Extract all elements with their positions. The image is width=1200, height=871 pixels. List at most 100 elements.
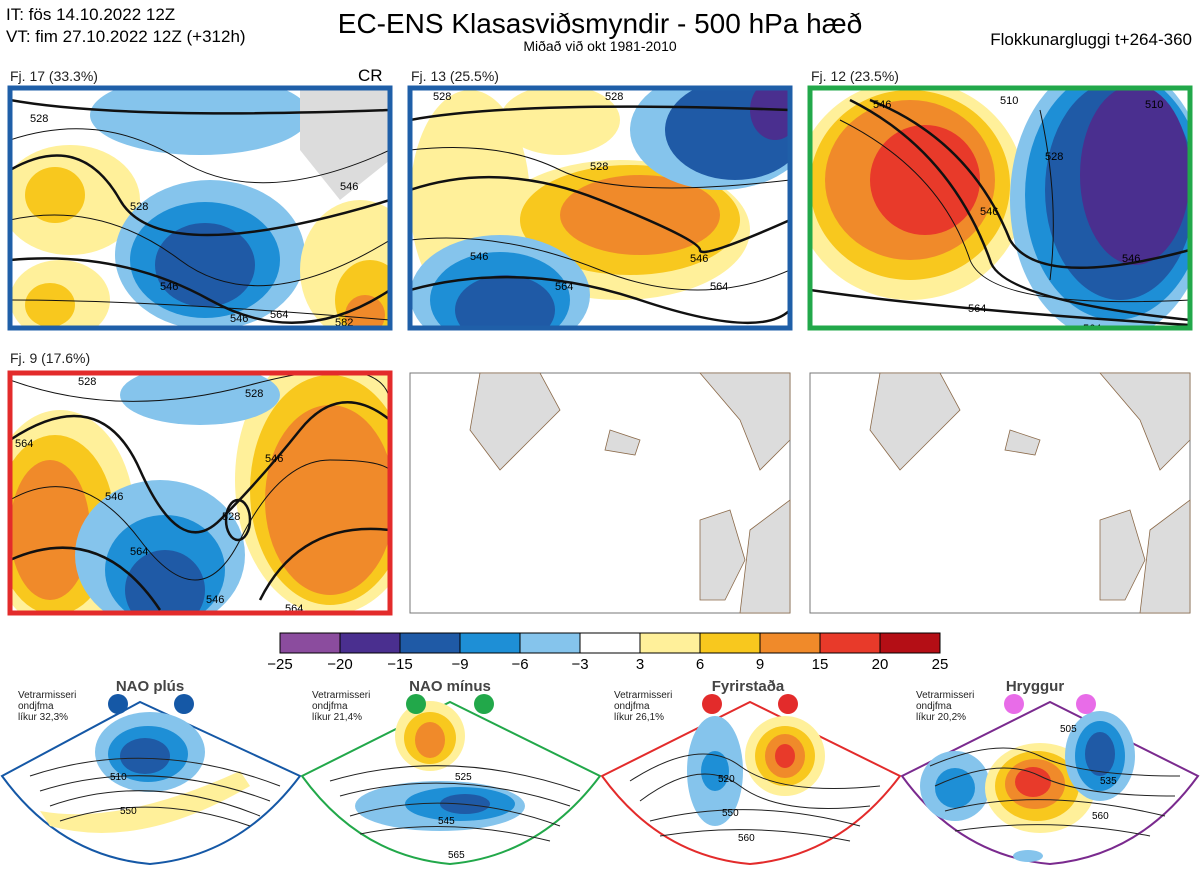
empty-map-5 bbox=[409, 372, 791, 614]
cluster-label-3: Fj. 12 (23.5%) bbox=[811, 68, 899, 84]
regime-info: Vetrarmisseri bbox=[18, 690, 76, 701]
frame-panel-3 bbox=[807, 85, 1193, 331]
p1-contour-label: 564 bbox=[270, 309, 288, 321]
regime-info: líkur 20,2% bbox=[916, 712, 966, 723]
map-panel-2: 528 528 528 546 546 564 564 bbox=[410, 88, 790, 328]
colorbar-cell bbox=[879, 632, 941, 654]
p2-contour-label: 564 bbox=[555, 281, 573, 293]
map-panel-4: 528 528 546 546 564 564 564 528 546 bbox=[10, 373, 390, 615]
cluster-window: Flokkunargluggi t+264-360 bbox=[990, 30, 1192, 49]
p4-contour-label: 528 bbox=[245, 388, 263, 400]
regime-contour-label: 565 bbox=[448, 850, 465, 861]
colorbar-tick-label: −9 bbox=[451, 656, 468, 673]
p4-contour-label: 564 bbox=[130, 546, 148, 558]
regime-info: Vetrarmisseri bbox=[916, 690, 974, 701]
p4-contour-label: 528 bbox=[222, 511, 240, 523]
regime-info: líkur 21,4% bbox=[312, 712, 362, 723]
cluster-label-1: Fj. 17 (33.3%) bbox=[10, 68, 98, 84]
regime-nao-plus: NAO plús Vetrarmisseri ondjfma líkur 32,… bbox=[0, 678, 302, 866]
frame-panel-2 bbox=[407, 85, 793, 331]
colorbar-cell bbox=[339, 632, 401, 654]
cluster-maps: 528 528 546 546 546 564 582 528 528 528 … bbox=[7, 85, 1193, 616]
regime-info: líkur 26,1% bbox=[614, 712, 664, 723]
colorbar-tick-label: −20 bbox=[327, 656, 352, 673]
cluster-tag-1: CR bbox=[358, 66, 383, 85]
p2-contour-label: 564 bbox=[710, 281, 728, 293]
cluster-label-4: Fj. 9 (17.6%) bbox=[10, 350, 91, 366]
colorbar-cell bbox=[639, 632, 701, 654]
regime-contour-label: 520 bbox=[718, 774, 735, 785]
regime-info: ondjfma bbox=[18, 701, 54, 712]
colorbar-tick-label: −15 bbox=[387, 656, 412, 673]
regime-contour-label: 525 bbox=[455, 772, 472, 783]
p3-contour-label: 528 bbox=[1045, 151, 1063, 163]
map-panel-3: 546 528 546 546 564 564 510 510 bbox=[810, 88, 1190, 328]
empty-map-6 bbox=[809, 372, 1191, 614]
frame-panel-1 bbox=[7, 85, 393, 331]
colorbar-tick-label: −6 bbox=[511, 656, 528, 673]
p4-contour-label: 564 bbox=[285, 603, 303, 615]
p1-contour-label: 546 bbox=[160, 281, 178, 293]
p4-contour-label: 528 bbox=[78, 376, 96, 388]
colorbar-cell bbox=[759, 632, 821, 654]
colorbar: −25 −20 −15 −9 −6 −3 3 6 9 15 20 25 bbox=[267, 632, 949, 673]
colorbar-tick-label: 3 bbox=[636, 656, 644, 673]
p2-contour-label: 546 bbox=[690, 253, 708, 265]
regime-nao-minus: NAO mínus Vetrarmisseri ondjfma líkur 21… bbox=[300, 678, 602, 866]
regime-contour-label: 535 bbox=[1100, 776, 1117, 787]
p3-contour-label: 546 bbox=[1122, 253, 1140, 265]
regime-info: ondjfma bbox=[614, 701, 650, 712]
regime-info: Vetrarmisseri bbox=[614, 690, 672, 701]
p3-contour-label: 564 bbox=[968, 303, 986, 315]
p3-contour-label: 546 bbox=[980, 206, 998, 218]
regime-panels: NAO plús Vetrarmisseri ondjfma líkur 32,… bbox=[0, 678, 1200, 866]
regime-contour-label: 550 bbox=[722, 808, 739, 819]
colorbar-tick-label: 20 bbox=[872, 656, 889, 673]
map-panel-1: 528 528 546 546 546 564 582 bbox=[10, 88, 390, 328]
p2-contour-label: 546 bbox=[470, 251, 488, 263]
valid-time: VT: fim 27.10.2022 12Z (+312h) bbox=[6, 27, 246, 46]
colorbar-tick-label: 6 bbox=[696, 656, 704, 673]
p4-contour-label: 564 bbox=[15, 438, 33, 450]
colorbar-cell bbox=[459, 632, 521, 654]
regime-contour-label: 560 bbox=[1092, 811, 1109, 822]
p1-contour-label: 528 bbox=[130, 201, 148, 213]
header-info: IT: fös 14.10.2022 12Z VT: fim 27.10.202… bbox=[6, 4, 246, 48]
colorbar-tick-label: 15 bbox=[812, 656, 829, 673]
p4-contour-label: 546 bbox=[206, 594, 224, 606]
p1-contour-label: 546 bbox=[340, 181, 358, 193]
colorbar-cell bbox=[699, 632, 761, 654]
colorbar-cell bbox=[519, 632, 581, 654]
frame-panel-4 bbox=[7, 370, 393, 616]
colorbar-tick-label: 9 bbox=[756, 656, 764, 673]
initial-time: IT: fös 14.10.2022 12Z bbox=[6, 5, 176, 24]
regime-title-4: Hryggur bbox=[1006, 678, 1065, 695]
colorbar-cell bbox=[279, 632, 341, 654]
regime-contour-label: 505 bbox=[1060, 724, 1077, 735]
regime-contour-label: 560 bbox=[738, 833, 755, 844]
regime-info: líkur 32,3% bbox=[18, 712, 68, 723]
colorbar-cell bbox=[399, 632, 461, 654]
p4-contour-label: 546 bbox=[265, 453, 283, 465]
regime-title-3: Fyrirstaða bbox=[712, 678, 785, 695]
regime-info: ondjfma bbox=[312, 701, 348, 712]
p4-contour-label: 546 bbox=[105, 491, 123, 503]
colorbar-tick-label: −3 bbox=[571, 656, 588, 673]
regime-contour-label: 545 bbox=[438, 816, 455, 827]
p1-contour-label: 528 bbox=[30, 113, 48, 125]
regime-info: ondjfma bbox=[916, 701, 952, 712]
p2-contour-label: 528 bbox=[433, 91, 451, 103]
regime-info: Vetrarmisseri bbox=[312, 690, 370, 701]
p1-contour-label: 546 bbox=[230, 313, 248, 325]
cluster-label-2: Fj. 13 (25.5%) bbox=[411, 68, 499, 84]
page-title: EC-ENS Klasasviðsmyndir - 500 hPa hæð bbox=[337, 8, 863, 39]
p3-contour-label: 510 bbox=[1145, 99, 1163, 111]
colorbar-cell bbox=[579, 632, 641, 654]
regime-blocking: Fyrirstaða Vetrarmisseri ondjfma líkur 2… bbox=[600, 678, 902, 866]
p3-contour-label: 546 bbox=[873, 99, 891, 111]
regime-title-2: NAO mínus bbox=[409, 678, 491, 695]
p3-contour-label: 510 bbox=[1000, 95, 1018, 107]
regime-ridge: Hryggur Vetrarmisseri ondjfma líkur 20,2… bbox=[900, 678, 1200, 866]
colorbar-tick-label: 25 bbox=[932, 656, 949, 673]
page-subtitle: Miðað við okt 1981-2010 bbox=[523, 38, 677, 54]
